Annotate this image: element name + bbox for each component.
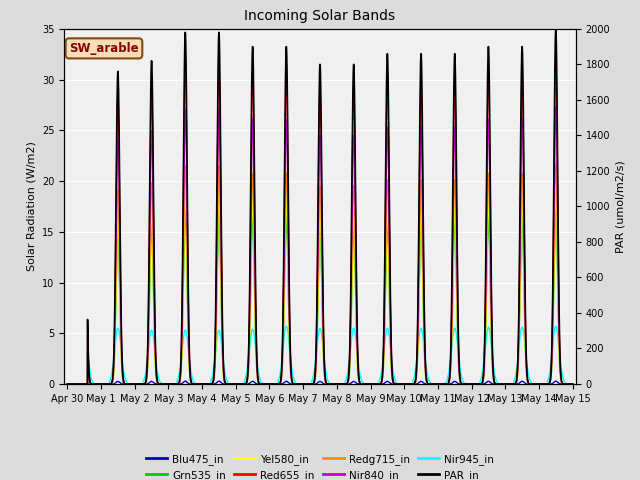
Title: Incoming Solar Bands: Incoming Solar Bands (244, 10, 396, 24)
Y-axis label: PAR (umol/m2/s): PAR (umol/m2/s) (616, 160, 626, 253)
Text: SW_arable: SW_arable (69, 42, 139, 55)
Legend: Blu475_in, Grn535_in, Yel580_in, Red655_in, Redg715_in, Nir840_in, Nir945_in, PA: Blu475_in, Grn535_in, Yel580_in, Red655_… (141, 450, 499, 480)
Y-axis label: Solar Radiation (W/m2): Solar Radiation (W/m2) (26, 142, 36, 271)
